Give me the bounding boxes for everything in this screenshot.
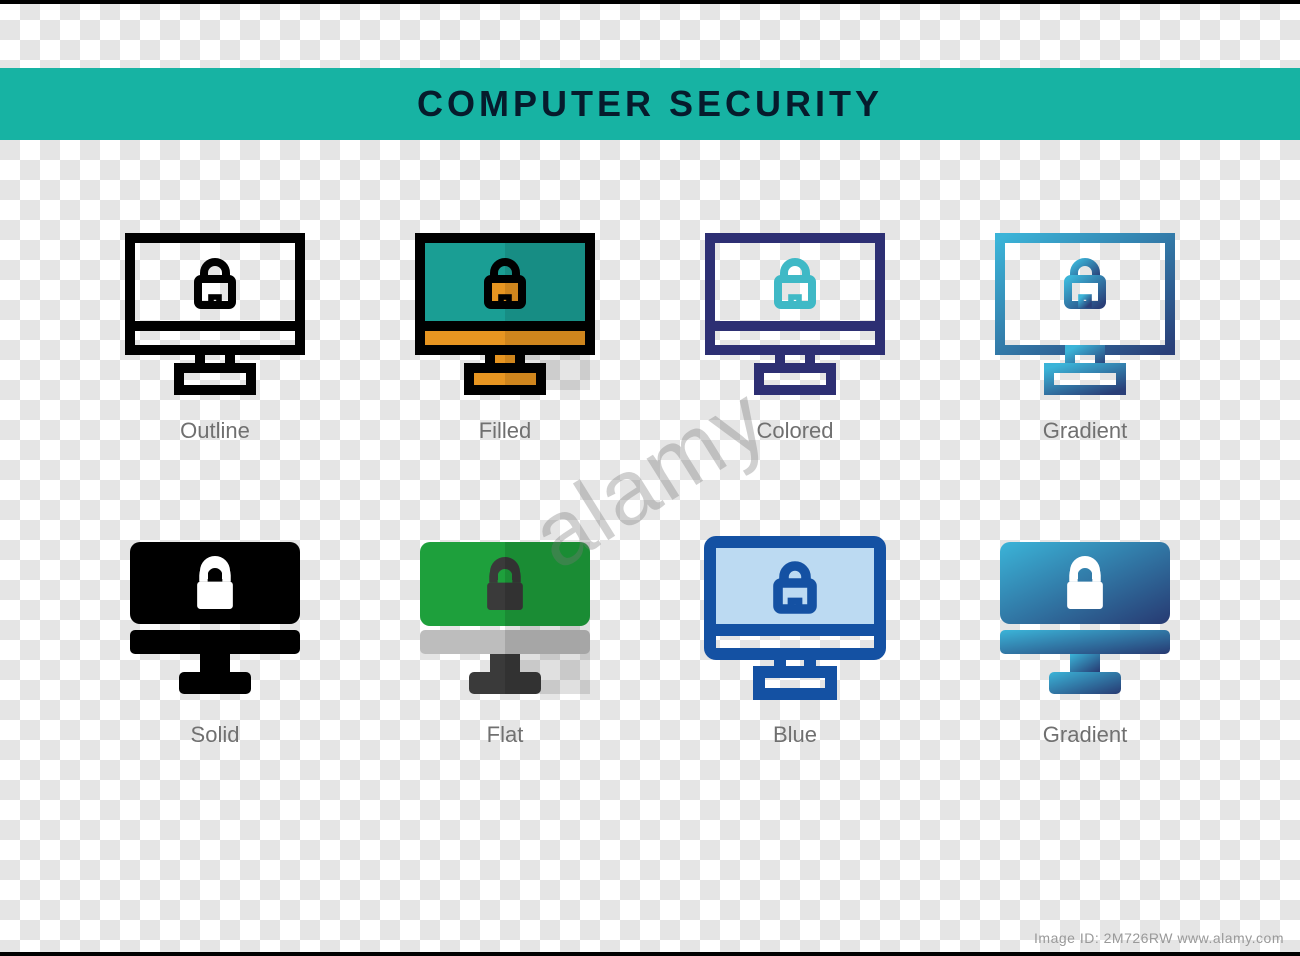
page-title: COMPUTER SECURITY [417, 83, 883, 125]
icon-box [115, 230, 315, 400]
icon-box [985, 534, 1185, 704]
title-bar: COMPUTER SECURITY [0, 68, 1300, 140]
icon-cell-solid: Solid [115, 534, 315, 748]
computer-security-icon [985, 534, 1185, 704]
icon-cell-gradient_solid: Gradient [985, 534, 1185, 748]
icon-cell-flat: Flat [405, 534, 605, 748]
icon-caption: Blue [773, 722, 817, 748]
computer-security-icon [695, 534, 895, 704]
icon-cell-blue: Blue [695, 534, 895, 748]
lock-icon [778, 262, 812, 305]
icon-box [405, 534, 605, 704]
icon-caption: Solid [191, 722, 240, 748]
icon-caption: Colored [756, 418, 833, 444]
computer-security-icon [695, 230, 895, 400]
icon-cell-outline: Outline [115, 230, 315, 444]
icon-box [695, 230, 895, 400]
computer-security-icon [985, 230, 1185, 400]
lock-icon [1068, 262, 1102, 305]
icon-box [405, 230, 605, 400]
icon-cell-gradient_outline: Gradient [985, 230, 1185, 444]
icon-box [695, 534, 895, 704]
icon-caption: Filled [479, 418, 532, 444]
computer-security-icon [115, 534, 315, 704]
footer-image-id: Image ID: 2M726RW www.alamy.com [1034, 930, 1284, 946]
computer-security-icon [405, 230, 605, 400]
icon-caption: Gradient [1043, 418, 1127, 444]
icon-cell-filled: Filled [405, 230, 605, 444]
computer-security-icon [115, 230, 315, 400]
icon-cell-colored: Colored [695, 230, 895, 444]
icon-box [115, 534, 315, 704]
computer-security-icon [405, 534, 605, 704]
lock-icon [198, 262, 232, 305]
icon-caption: Outline [180, 418, 250, 444]
icon-caption: Flat [487, 722, 524, 748]
icon-box [985, 230, 1185, 400]
icon-grid: Outline Filled Colored Gradient Solid Flat Blu… [0, 230, 1300, 748]
icon-caption: Gradient [1043, 722, 1127, 748]
